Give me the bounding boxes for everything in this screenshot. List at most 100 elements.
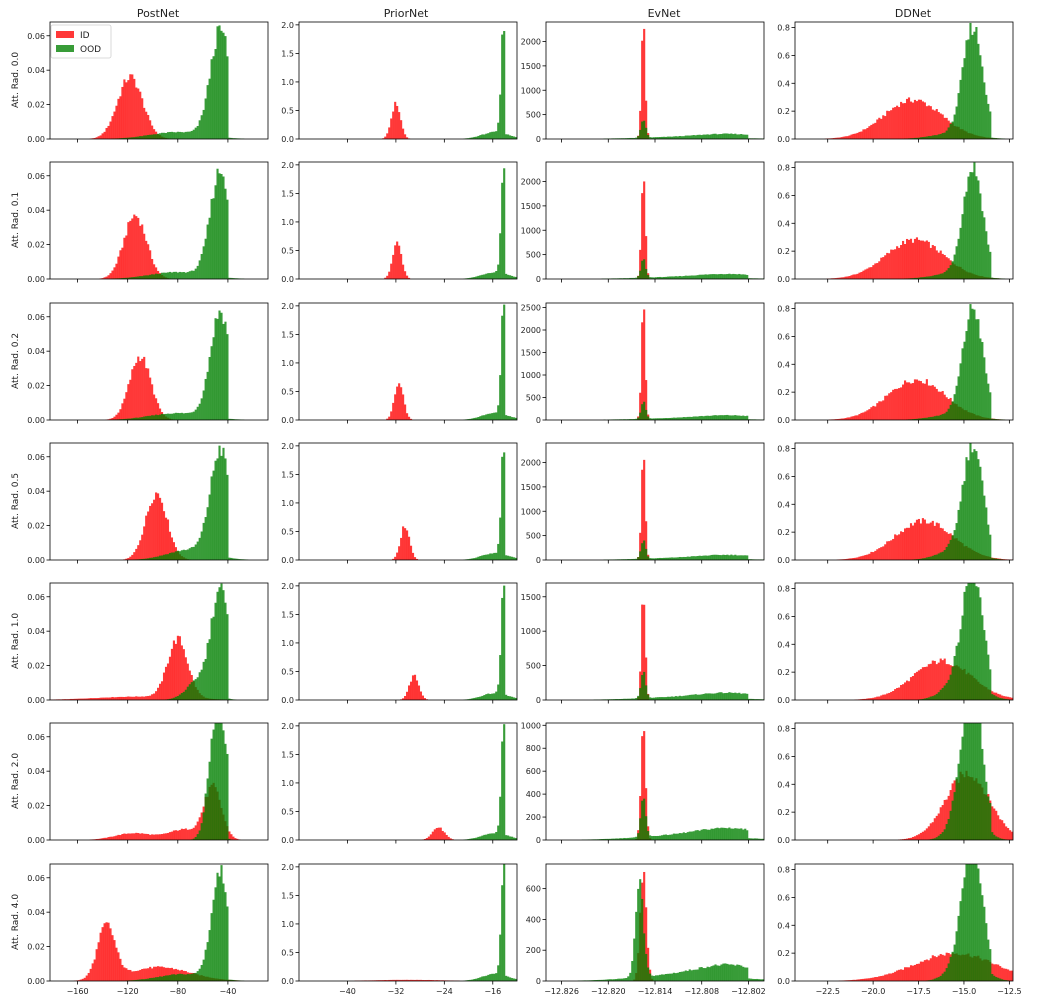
y-tick-label: 1.5 xyxy=(281,330,294,339)
histogram-bar xyxy=(208,217,211,279)
histogram-bar xyxy=(718,828,721,840)
histogram-bar xyxy=(991,137,994,139)
histogram-bar xyxy=(125,833,128,840)
histogram-bar xyxy=(913,238,917,279)
series-ood xyxy=(463,585,518,700)
y-tick-label: 500 xyxy=(526,532,541,541)
histogram-bar xyxy=(933,660,936,700)
series-id xyxy=(386,383,413,420)
histogram-bar xyxy=(469,698,472,700)
histogram-bar xyxy=(967,723,970,840)
histogram-bar xyxy=(123,79,126,139)
histogram-bar xyxy=(643,28,646,140)
histogram-bar xyxy=(192,270,195,279)
histogram-bar xyxy=(421,979,424,981)
histogram-bar xyxy=(188,131,191,139)
histogram-bar xyxy=(680,276,683,279)
histogram-bar xyxy=(495,552,498,560)
histogram-bar xyxy=(210,59,213,139)
histogram-bar xyxy=(629,698,632,700)
histogram-bar xyxy=(882,115,885,139)
histogram-bar xyxy=(164,666,168,700)
histogram-bar xyxy=(226,614,229,700)
histogram-bar xyxy=(159,834,162,840)
histogram-bar xyxy=(923,698,926,700)
histogram-bar xyxy=(850,134,853,139)
histogram-bar xyxy=(204,98,207,139)
histogram-bar xyxy=(469,558,472,560)
histogram-bar xyxy=(886,541,889,560)
histogram-bar xyxy=(170,272,174,279)
y-tick-label: 0.4 xyxy=(777,780,790,789)
histogram-bar xyxy=(168,968,172,981)
histogram-bar xyxy=(176,974,179,981)
histogram-bar xyxy=(917,380,920,420)
histogram-bar xyxy=(933,956,936,981)
histogram-bar xyxy=(394,394,397,420)
histogram-bar xyxy=(228,698,231,700)
histogram-bar xyxy=(690,831,693,840)
histogram-bar xyxy=(905,382,909,420)
histogram-bar xyxy=(923,558,926,560)
histogram-bar xyxy=(643,871,646,981)
histogram-bar xyxy=(748,559,751,560)
histogram-bar xyxy=(635,418,638,420)
histogram-bar xyxy=(939,250,942,279)
histogram-bar xyxy=(613,979,616,981)
histogram-bar xyxy=(469,838,472,840)
histogram-bar xyxy=(710,693,713,700)
histogram-bar xyxy=(907,239,911,279)
histogram-bar xyxy=(953,792,956,840)
y-tick-label: 1.0 xyxy=(281,359,294,368)
histogram-bar xyxy=(882,694,885,700)
histogram-bar xyxy=(107,275,110,279)
histogram-bar xyxy=(109,836,112,840)
histogram-bar xyxy=(431,980,434,981)
histogram-bar xyxy=(694,416,697,420)
histogram-bar xyxy=(728,273,731,279)
histogram-bar xyxy=(216,458,219,560)
histogram-bar xyxy=(738,134,741,139)
histogram-bar xyxy=(127,833,130,840)
histogram-bar xyxy=(473,277,476,279)
histogram-bar xyxy=(911,836,915,840)
histogram-bar xyxy=(999,966,1002,981)
histogram-bar xyxy=(123,277,126,279)
histogram-bar xyxy=(192,129,195,139)
histogram-bar xyxy=(649,697,652,700)
histogram-bar xyxy=(898,247,901,279)
legend-label-ood: OOD xyxy=(80,45,101,55)
histogram-bar xyxy=(507,976,510,981)
histogram-bar xyxy=(184,828,187,840)
histogram-bar xyxy=(388,127,391,139)
row-label-0: Att. Rad. 0.0 xyxy=(11,52,21,108)
histogram-bar xyxy=(224,321,227,420)
histogram-bar xyxy=(133,552,136,560)
histogram-bar xyxy=(200,964,203,981)
histogram-bar xyxy=(880,975,883,981)
histogram-bar xyxy=(230,979,233,981)
histogram-bar xyxy=(945,257,948,279)
histogram-bar xyxy=(884,255,887,279)
histogram-bar xyxy=(931,109,934,139)
histogram-bar xyxy=(103,131,106,139)
histogram-bar xyxy=(953,530,956,560)
histogram-bar xyxy=(99,135,102,139)
histogram-bar xyxy=(750,838,753,840)
histogram-bar xyxy=(236,838,239,840)
histogram-bar xyxy=(674,136,677,139)
histogram-bar xyxy=(196,125,199,139)
histogram-bar xyxy=(720,555,723,560)
histogram-bar xyxy=(145,968,148,981)
y-tick-label: 0.0 xyxy=(281,275,294,284)
histogram-bar xyxy=(724,274,727,279)
histogram-bar xyxy=(939,113,942,139)
histogram-bar xyxy=(408,277,411,279)
histogram-bar xyxy=(840,277,843,279)
histogram-bar xyxy=(724,415,727,420)
histogram-bar xyxy=(196,541,199,560)
histogram-bar xyxy=(850,416,853,420)
histogram-bar xyxy=(1003,839,1006,840)
histogram-bar xyxy=(105,922,108,981)
histogram-bar xyxy=(730,692,733,700)
